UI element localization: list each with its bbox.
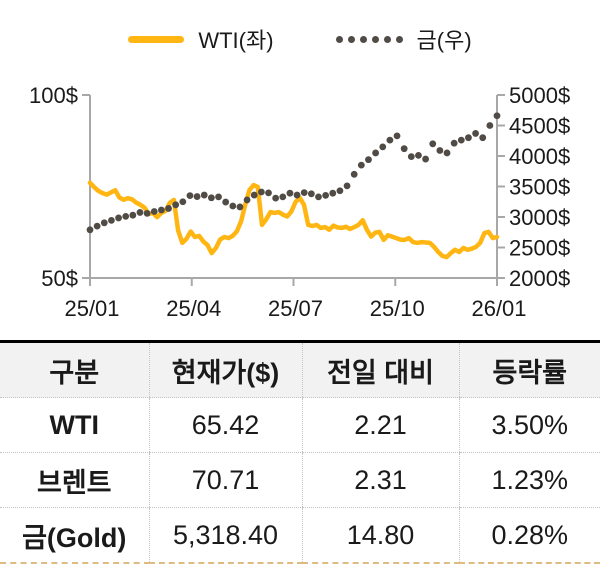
price-line-chart: 100$ 50$ 5000$ 4500$ 4000$ 3500$ 3000$ 2500$ 200… bbox=[29, 83, 570, 321]
svg-text:2500$: 2500$ bbox=[509, 236, 570, 261]
gold-change: 14.80 bbox=[301, 507, 459, 563]
svg-text:25/10: 25/10 bbox=[370, 296, 425, 321]
gold-rate: 0.28% bbox=[458, 507, 600, 563]
wti-price: 65.42 bbox=[148, 397, 302, 453]
header-category: 구분 bbox=[0, 341, 149, 398]
header-daily-change: 전일 대비 bbox=[301, 341, 459, 398]
price-table: 구분 현재가($) 전일 대비 등락률 WTI 65.42 2.21 3.50%… bbox=[0, 340, 600, 564]
row-label-brent: 브렌트 bbox=[0, 452, 149, 508]
brent-price: 70.71 bbox=[148, 452, 302, 508]
table-row-wti: WTI 65.42 2.21 3.50% bbox=[0, 397, 600, 453]
svg-text:100$: 100$ bbox=[29, 83, 78, 108]
legend-item-wti: WTI(좌) bbox=[128, 23, 274, 55]
brent-change: 2.31 bbox=[301, 452, 459, 508]
svg-text:25/04: 25/04 bbox=[166, 296, 221, 321]
svg-text:3500$: 3500$ bbox=[509, 175, 570, 200]
header-change-rate: 등락률 bbox=[458, 341, 600, 398]
legend-label-wti: WTI(좌) bbox=[198, 28, 274, 53]
svg-text:5000$: 5000$ bbox=[509, 83, 570, 108]
svg-text:4000$: 4000$ bbox=[509, 144, 570, 169]
gold-price: 5,318.40 bbox=[148, 507, 302, 563]
table-row-brent: 브렌트 70.71 2.31 1.23% bbox=[0, 452, 600, 508]
legend-label-gold: 금(우) bbox=[416, 28, 472, 53]
svg-text:25/07: 25/07 bbox=[268, 296, 323, 321]
wti-change: 2.21 bbox=[301, 397, 459, 453]
svg-text:26/01: 26/01 bbox=[471, 296, 526, 321]
gold-dots-swatch-icon bbox=[335, 35, 403, 43]
brent-rate: 1.23% bbox=[458, 452, 600, 508]
wti-line-swatch-icon bbox=[128, 35, 185, 43]
table-row-gold: 금(Gold) 5,318.40 14.80 0.28% bbox=[0, 507, 600, 563]
svg-text:4500$: 4500$ bbox=[509, 114, 570, 139]
wti-rate: 3.50% bbox=[458, 397, 600, 453]
svg-text:25/01: 25/01 bbox=[64, 296, 119, 321]
svg-text:50$: 50$ bbox=[41, 266, 78, 291]
svg-text:2000$: 2000$ bbox=[509, 266, 570, 291]
table-header-row: 구분 현재가($) 전일 대비 등락률 bbox=[0, 341, 600, 398]
header-current-price: 현재가($) bbox=[148, 341, 302, 398]
row-label-wti: WTI bbox=[0, 397, 149, 453]
svg-text:3000$: 3000$ bbox=[509, 205, 570, 230]
row-label-gold: 금(Gold) bbox=[0, 507, 149, 563]
price-table-section: 구분 현재가($) 전일 대비 등락률 WTI 65.42 2.21 3.50%… bbox=[0, 340, 600, 564]
legend-item-gold: 금(우) bbox=[335, 23, 472, 55]
chart-legend: WTI(좌) 금(우) bbox=[0, 22, 600, 56]
